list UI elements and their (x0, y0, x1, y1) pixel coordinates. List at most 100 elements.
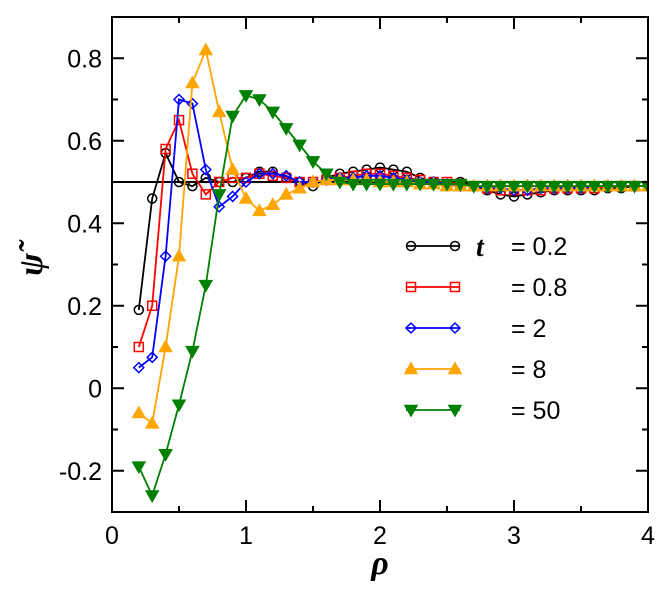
legend-marker (448, 321, 462, 335)
data-point-t-50 (493, 180, 508, 194)
legend-variable-t: t (476, 232, 485, 263)
legend-marker (405, 281, 417, 293)
data-point-t-50 (158, 449, 173, 462)
legend-marker (447, 404, 463, 418)
data-point-t-2 (172, 93, 186, 106)
data-point-t-50 (600, 180, 616, 194)
data-point-t-50 (144, 490, 160, 504)
data-point-t-2 (146, 351, 159, 364)
series-t-8 (131, 42, 648, 429)
data-point-t-8 (198, 42, 214, 56)
data-point-t-8 (225, 162, 240, 175)
series-line-t-0.8 (137, 117, 648, 348)
legend-marker (447, 361, 463, 375)
data-point-t-50 (587, 180, 602, 194)
data-point-t-50 (359, 178, 374, 192)
data-point-t-50 (520, 180, 535, 194)
x-axis-title: ρ (370, 545, 389, 582)
data-point-t-8 (238, 190, 254, 204)
y-tick-label: 0.6 (67, 128, 102, 156)
data-point-t-8 (171, 248, 187, 262)
data-point-t-2 (280, 169, 293, 182)
data-point-t-50 (386, 178, 401, 192)
tick-layer: 0 1 2 3 4 -0.2 0 0.2 0.4 0.6 0.8 (59, 16, 655, 550)
data-point-t-50 (332, 176, 348, 190)
data-point-t-50 (211, 189, 227, 202)
series-line-t-50 (137, 94, 648, 498)
data-point-t-50 (278, 123, 294, 136)
data-point-t-50 (372, 178, 388, 192)
data-point-t-50 (546, 180, 562, 194)
legend-marker (403, 361, 419, 375)
x-tick-label: 2 (373, 522, 387, 550)
y-tick-label: 0.8 (67, 45, 102, 73)
data-point-t-2 (266, 167, 279, 180)
legend-marker (403, 404, 419, 418)
legend-label: = 8 (511, 356, 546, 384)
series-line-t-8 (138, 46, 648, 425)
data-point-t-8 (292, 180, 307, 194)
legend-label: = 0.2 (511, 233, 567, 261)
data-point-t-8 (158, 339, 173, 353)
series-line-t-2 (138, 98, 648, 369)
data-point-t-0.2 (374, 162, 386, 173)
data-point-t-8 (305, 174, 321, 188)
data-point-t-8 (252, 203, 267, 217)
x-tick-label: 1 (239, 522, 253, 550)
data-point-t-0.8 (173, 114, 185, 126)
data-point-t-0.8 (146, 300, 158, 311)
series-t-50 (131, 90, 648, 504)
data-point-t-50 (453, 178, 468, 192)
series-layer (131, 42, 648, 504)
x-tick-label: 0 (105, 522, 119, 550)
series-t-2 (132, 93, 648, 374)
data-point-t-50 (613, 180, 629, 194)
y-axis-title: ψ̃ (13, 239, 50, 276)
data-point-t-50 (265, 106, 281, 120)
x-tick-label: 3 (507, 522, 521, 550)
data-point-t-50 (466, 180, 482, 194)
data-point-t-0.2 (146, 193, 158, 204)
x-tick-label: 4 (641, 522, 655, 550)
data-point-t-50 (627, 180, 642, 194)
legend: t = 0.2 = 0.8 = 2 = 8 = 50 (403, 232, 567, 425)
data-point-t-0.8 (187, 168, 198, 179)
data-point-t-50 (426, 178, 441, 192)
data-point-t-0.8 (133, 341, 145, 353)
data-point-t-50 (238, 90, 254, 103)
data-point-t-50 (412, 178, 428, 192)
data-point-t-50 (573, 180, 589, 194)
data-point-t-50 (533, 180, 549, 194)
data-point-t-0.2 (200, 172, 212, 184)
data-point-t-50 (225, 110, 240, 124)
data-point-t-0.8 (213, 176, 225, 188)
series-t-0.8 (133, 114, 648, 353)
data-point-t-50 (479, 180, 495, 194)
legend-marker (404, 321, 418, 335)
data-point-t-2 (186, 97, 199, 110)
legend-entry-t-8: = 8 (403, 356, 546, 384)
data-point-t-50 (399, 178, 415, 192)
legend-entry-t-0.8: = 0.8 (405, 274, 567, 302)
data-point-t-50 (345, 178, 361, 192)
y-tick-label: 0 (88, 375, 102, 403)
data-point-t-8 (211, 104, 227, 118)
data-point-t-0.8 (160, 143, 171, 155)
data-point-t-50 (292, 139, 307, 153)
data-point-t-50 (640, 180, 648, 194)
data-point-t-2 (239, 175, 253, 189)
data-point-t-50 (171, 399, 187, 413)
data-point-t-0.8 (267, 170, 279, 182)
data-point-t-0.8 (200, 189, 212, 200)
data-point-t-50 (439, 178, 455, 192)
data-point-t-2 (213, 200, 226, 213)
y-tick-label: 0.2 (67, 293, 102, 321)
data-point-t-2 (253, 167, 266, 180)
data-point-t-50 (252, 94, 267, 108)
data-point-t-8 (185, 75, 200, 89)
data-point-t-0.2 (173, 176, 185, 188)
legend-marker (405, 240, 417, 252)
data-point-t-0.2 (388, 164, 399, 175)
legend-label: = 2 (511, 315, 546, 343)
